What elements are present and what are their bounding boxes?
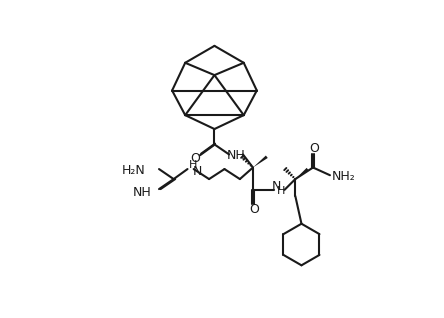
Text: N: N	[193, 165, 202, 178]
Polygon shape	[253, 156, 268, 168]
Text: O: O	[250, 203, 259, 216]
Text: H₂N: H₂N	[121, 164, 145, 177]
Polygon shape	[295, 168, 309, 179]
Text: O: O	[309, 142, 320, 155]
Text: NH: NH	[133, 186, 151, 199]
Text: H: H	[277, 186, 285, 197]
Text: NH₂: NH₂	[332, 170, 356, 183]
Text: O: O	[190, 152, 200, 165]
Text: H: H	[189, 160, 197, 170]
Text: NH: NH	[226, 149, 246, 162]
Text: N: N	[271, 179, 281, 192]
